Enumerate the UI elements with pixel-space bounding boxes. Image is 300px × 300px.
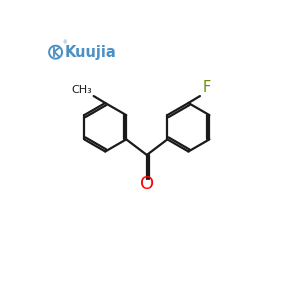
Text: ®: ®	[63, 40, 68, 45]
Text: Kuujia: Kuujia	[65, 45, 117, 60]
Text: CH₃: CH₃	[71, 85, 92, 95]
Text: O: O	[140, 175, 154, 193]
Text: F: F	[202, 80, 211, 95]
